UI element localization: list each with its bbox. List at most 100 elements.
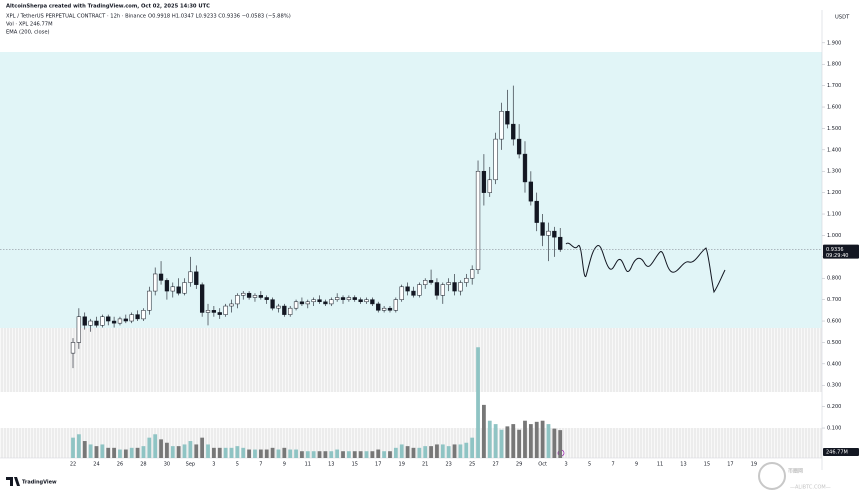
candle-body bbox=[211, 310, 217, 313]
candle-body bbox=[117, 318, 123, 324]
volume-bar bbox=[435, 444, 439, 458]
last-volume-box bbox=[823, 448, 859, 456]
candle-body bbox=[505, 111, 510, 125]
x-tick-label: 17 bbox=[727, 462, 733, 468]
volume-bar bbox=[482, 404, 486, 458]
y-tick-label: 1.300 bbox=[827, 169, 841, 175]
y-tick-label: 1.500 bbox=[827, 126, 841, 132]
candle-body bbox=[176, 286, 181, 294]
candle-body bbox=[446, 282, 451, 285]
candle-body bbox=[528, 181, 534, 202]
x-tick-label: 26 bbox=[117, 462, 123, 468]
volume-bar bbox=[229, 447, 234, 458]
last-price-label: 0.9336 bbox=[826, 247, 844, 253]
candle-body bbox=[100, 316, 105, 326]
candle-body bbox=[223, 305, 228, 315]
volume-bar bbox=[270, 447, 275, 458]
y-tick-label: 1.100 bbox=[827, 212, 841, 218]
candle-body bbox=[293, 301, 299, 309]
volume-bar bbox=[217, 447, 222, 458]
candle-body bbox=[111, 320, 117, 324]
candle-body bbox=[522, 153, 528, 183]
brand-logo bbox=[6, 477, 20, 486]
volume-bar bbox=[135, 447, 140, 458]
x-tick-label: 3 bbox=[212, 462, 215, 468]
volume-bar bbox=[276, 449, 281, 458]
x-tick-label: 29 bbox=[516, 462, 522, 468]
last-price-box bbox=[823, 244, 859, 259]
candle-body bbox=[70, 342, 76, 354]
x-tick-label: 27 bbox=[492, 462, 498, 468]
volume-bar bbox=[159, 439, 163, 458]
y-tick-label: 0.200 bbox=[827, 404, 841, 410]
candle-body bbox=[452, 282, 457, 292]
candle-body bbox=[194, 271, 199, 285]
volume-bar bbox=[528, 424, 533, 458]
volume-bar bbox=[464, 442, 469, 458]
volume-bar bbox=[129, 447, 134, 458]
candle-body bbox=[323, 301, 328, 305]
currency: USDT bbox=[835, 15, 850, 21]
candle-body bbox=[147, 290, 152, 311]
volume-bar bbox=[264, 449, 269, 458]
volume-bar bbox=[358, 451, 363, 458]
volume-bar bbox=[552, 428, 557, 458]
volume-bar bbox=[258, 449, 263, 458]
candle-body bbox=[399, 286, 404, 300]
candle-body bbox=[329, 299, 334, 305]
y-tick-label: 0.400 bbox=[827, 361, 841, 367]
candle-body bbox=[405, 286, 410, 292]
volume-bar bbox=[211, 447, 216, 458]
x-tick-label: 13 bbox=[680, 462, 686, 468]
candle-body bbox=[264, 297, 269, 300]
x-tick-label: 25 bbox=[469, 462, 475, 468]
candle-body bbox=[94, 320, 99, 326]
candle-body bbox=[164, 280, 170, 292]
candle-body bbox=[358, 299, 363, 303]
candle-body bbox=[276, 305, 281, 309]
volume-bar bbox=[235, 446, 240, 458]
volume-bar bbox=[241, 447, 246, 458]
volume-bar bbox=[94, 446, 99, 458]
candle-body bbox=[282, 305, 287, 315]
candle-body bbox=[241, 292, 246, 296]
candle-body bbox=[387, 307, 393, 311]
x-tick-label: 19 bbox=[399, 462, 405, 468]
volume-bar bbox=[511, 424, 516, 458]
candle-body bbox=[417, 284, 422, 296]
volume-bar bbox=[499, 429, 504, 458]
x-tick-label: 5 bbox=[588, 462, 591, 468]
volume-bar bbox=[393, 447, 398, 458]
y-tick-label: 0.600 bbox=[827, 319, 841, 325]
x-tick-label: 11 bbox=[657, 462, 663, 468]
x-tick-label: 3 bbox=[564, 462, 567, 468]
x-tick-label: 7 bbox=[259, 462, 262, 468]
candle-body bbox=[511, 123, 516, 140]
zone-highlight bbox=[0, 52, 822, 328]
volume-legend: Vol · XPL 246.77M bbox=[6, 22, 53, 28]
volume-bar bbox=[352, 451, 357, 458]
candle-body bbox=[299, 301, 305, 305]
y-tick-label: 1.900 bbox=[827, 40, 841, 46]
volume-bar bbox=[523, 420, 527, 458]
candle-body bbox=[428, 280, 434, 283]
x-tick-label: 17 bbox=[375, 462, 381, 468]
volume-bar bbox=[411, 447, 416, 458]
y-tick-label: 1.700 bbox=[827, 83, 841, 89]
x-tick-label: Sep bbox=[186, 462, 195, 468]
candle-body bbox=[246, 292, 252, 298]
x-tick-label: 28 bbox=[140, 462, 146, 468]
volume-bar bbox=[147, 437, 152, 458]
y-tick-label: 1.800 bbox=[827, 62, 841, 68]
volume-bar bbox=[417, 447, 422, 458]
volume-bar bbox=[170, 446, 175, 458]
volume-bar bbox=[382, 451, 387, 458]
volume-bar bbox=[123, 449, 128, 458]
x-tick-label: 9 bbox=[283, 462, 286, 468]
x-tick-label: 15 bbox=[352, 462, 358, 468]
volume-bar bbox=[470, 437, 475, 458]
brand: TradingView bbox=[22, 480, 57, 486]
volume-bar bbox=[452, 444, 457, 458]
candle-body bbox=[258, 295, 263, 298]
